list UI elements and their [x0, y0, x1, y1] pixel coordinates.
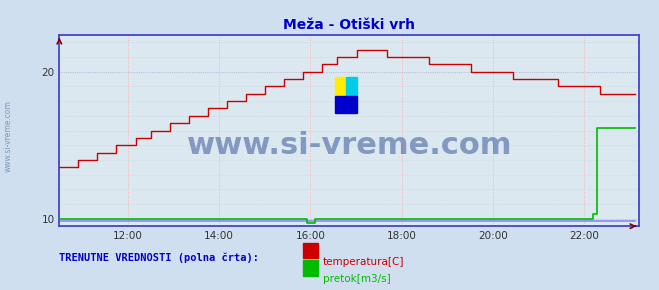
Title: Meža - Otiški vrh: Meža - Otiški vrh — [283, 18, 415, 32]
Bar — [335, 96, 357, 113]
Text: www.si-vreme.com: www.si-vreme.com — [3, 100, 13, 172]
Text: pretok[m3/s]: pretok[m3/s] — [323, 274, 391, 284]
Bar — [346, 77, 357, 96]
Text: www.si-vreme.com: www.si-vreme.com — [186, 131, 512, 160]
Text: TRENUTNE VREDNOSTI (polna črta):: TRENUTNE VREDNOSTI (polna črta): — [59, 252, 259, 263]
Text: temperatura[C]: temperatura[C] — [323, 257, 405, 267]
Bar — [335, 77, 346, 96]
